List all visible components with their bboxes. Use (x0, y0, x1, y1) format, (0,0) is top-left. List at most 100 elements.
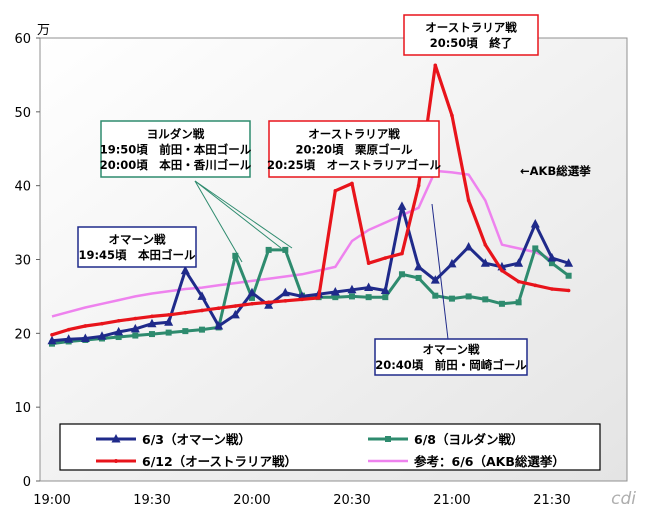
series-layer (47, 63, 574, 347)
data-point (550, 287, 554, 291)
legend-label: 参考：6/6（AKB総選挙） (414, 454, 565, 469)
legend-item: 6/12（オーストラリア戦） (96, 454, 297, 469)
y-tick-label: 0 (23, 475, 31, 490)
data-point (515, 299, 522, 306)
data-point (198, 326, 205, 333)
connector-line (194, 180, 282, 249)
y-tick-label: 50 (14, 106, 31, 121)
data-point (147, 318, 157, 328)
data-point (300, 297, 304, 302)
data-point (183, 310, 188, 315)
legend-item: 6/8（ヨルダン戦） (368, 432, 523, 447)
legend-swatch-marker (385, 436, 391, 442)
y-tick-label: 20 (14, 327, 31, 342)
data-point (216, 306, 221, 311)
data-point (432, 292, 439, 299)
data-point (447, 258, 457, 268)
data-point (180, 265, 190, 275)
legend-label: 6/12（オーストラリア戦） (142, 454, 297, 469)
y-unit-label: 万 (37, 23, 50, 38)
data-point (516, 279, 521, 284)
data-point (365, 294, 372, 301)
y-tick-label: 60 (14, 32, 31, 47)
data-point (114, 326, 124, 336)
data-point (348, 293, 355, 300)
data-point (333, 189, 338, 193)
series-line (51, 169, 553, 318)
annotation-text: オーストラリア戦 (308, 127, 400, 141)
annotation-text: 20:50頃 終了 (430, 36, 513, 50)
data-point (197, 291, 207, 300)
series-4 (51, 169, 553, 318)
data-point (165, 329, 172, 336)
data-point (316, 296, 321, 300)
data-point (400, 251, 404, 256)
x-tick-label: 19:30 (133, 493, 170, 508)
connector-line (194, 180, 293, 249)
akb-label: ←AKB総選挙 (520, 164, 591, 178)
data-point (232, 252, 239, 259)
data-point (282, 246, 289, 253)
data-point (130, 323, 140, 333)
annotation-text: オマーン戦 (423, 343, 480, 357)
data-point (366, 261, 371, 265)
annotation-frame (77, 226, 197, 268)
data-point (347, 284, 357, 294)
data-point (148, 331, 155, 338)
data-point (566, 288, 571, 293)
data-point (448, 295, 455, 302)
legend: 6/3（オマーン戦） 6/8（ヨルダン戦） 6/12（オーストラリア戦） 参考：6/6… (59, 423, 601, 471)
legend-item: 6/3（オマーン戦） (96, 432, 251, 447)
data-point (166, 313, 171, 317)
legend-item: 参考：6/6（AKB総選挙） (368, 454, 565, 469)
data-point (433, 63, 438, 68)
data-point (266, 300, 271, 305)
data-point (230, 309, 240, 319)
legend-swatch-marker (111, 434, 121, 443)
data-point (200, 308, 204, 313)
data-point (514, 258, 524, 267)
series-line (51, 63, 569, 337)
data-point (164, 317, 174, 326)
data-point (450, 113, 454, 118)
data-point (247, 287, 257, 297)
watermark: cdi (611, 489, 636, 509)
data-point (332, 294, 339, 301)
x-tick-label: 20:00 (233, 493, 270, 508)
legend-label: 6/8（ヨルダン戦） (414, 432, 523, 447)
data-point (380, 285, 390, 295)
data-point (132, 332, 139, 339)
data-point (430, 275, 440, 284)
data-point (483, 242, 488, 247)
annotation-text: ヨルダン戦 (147, 127, 205, 141)
data-point (330, 286, 340, 296)
data-point (50, 333, 54, 337)
annotation-text: 20:40頃 前田・岡崎ゴール (375, 358, 527, 372)
x-tick-label: 20:30 (333, 493, 370, 508)
annotation-frame (403, 14, 539, 56)
data-point (414, 261, 424, 271)
annotation-text: 20:00頃 本田・香川ゴール (100, 158, 252, 172)
annotation-connectors (194, 180, 449, 340)
data-point (116, 318, 121, 323)
data-point (547, 253, 557, 262)
data-point (480, 258, 490, 267)
data-point (500, 268, 504, 273)
y-tick-label: 40 (14, 180, 31, 195)
data-point (398, 271, 405, 278)
x-tick-label: 21:30 (533, 493, 570, 508)
data-point (565, 272, 572, 279)
annotation-text: オマーン戦 (109, 233, 166, 247)
data-point (47, 335, 57, 345)
annotation-text: 20:20頃 栗原ゴール (295, 142, 413, 156)
data-point (133, 316, 138, 321)
data-point (350, 181, 354, 186)
legend-frame (59, 423, 601, 471)
data-point (482, 296, 489, 303)
annotation-frame (374, 338, 528, 376)
